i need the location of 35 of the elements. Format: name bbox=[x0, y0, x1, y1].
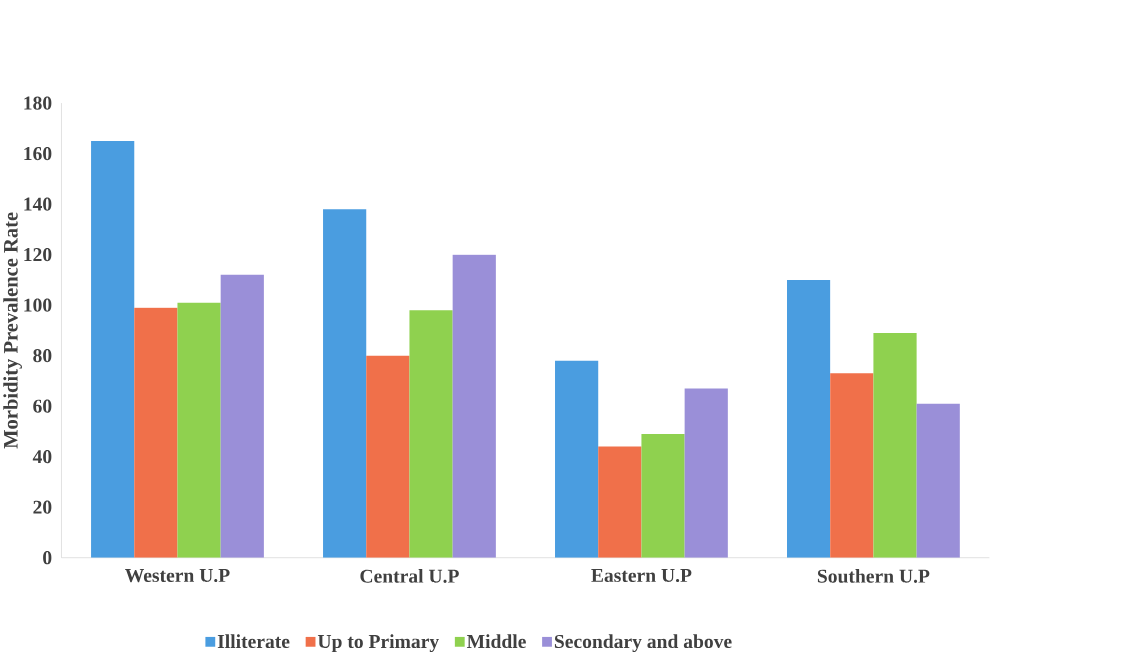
legend-label: Middle bbox=[466, 634, 526, 649]
legend-label: Secondary and above bbox=[554, 634, 732, 653]
y-tick-label: 40 bbox=[32, 450, 52, 464]
bar bbox=[641, 434, 685, 558]
bar bbox=[830, 373, 874, 558]
legend-label: Illiterate bbox=[217, 634, 290, 649]
bar bbox=[916, 403, 960, 558]
x-tick-label: Eastern U.P bbox=[591, 569, 692, 583]
y-tick-label: 60 bbox=[33, 399, 52, 413]
bar bbox=[409, 310, 453, 558]
y-tick-label: 0 bbox=[43, 551, 52, 565]
bar bbox=[598, 446, 642, 558]
y-tick-label: 180 bbox=[24, 96, 52, 110]
x-tick-label: Western U.P bbox=[125, 569, 230, 583]
y-tick-label: 120 bbox=[24, 248, 52, 262]
bar bbox=[177, 302, 221, 558]
bar bbox=[555, 360, 599, 558]
bar bbox=[787, 280, 831, 558]
bar bbox=[684, 388, 728, 558]
x-tick-label: Central U.P bbox=[360, 569, 459, 584]
bar bbox=[873, 333, 917, 558]
y-tick-label: 140 bbox=[24, 197, 52, 211]
y-tick-label: 160 bbox=[24, 147, 52, 161]
bar bbox=[220, 275, 264, 558]
bar bbox=[366, 355, 410, 558]
bar bbox=[134, 307, 178, 558]
x-tick-label: Southern U.P bbox=[817, 569, 930, 584]
y-tick-label: 100 bbox=[24, 298, 52, 312]
bar bbox=[323, 209, 367, 558]
legend-label: Up to Primary bbox=[317, 634, 439, 653]
bar bbox=[452, 254, 496, 558]
y-axis-title: Morbidity Prevalence Rate bbox=[3, 212, 22, 449]
bar bbox=[91, 141, 135, 558]
y-tick-label: 20 bbox=[33, 500, 52, 514]
y-tick-label: 80 bbox=[33, 349, 52, 363]
